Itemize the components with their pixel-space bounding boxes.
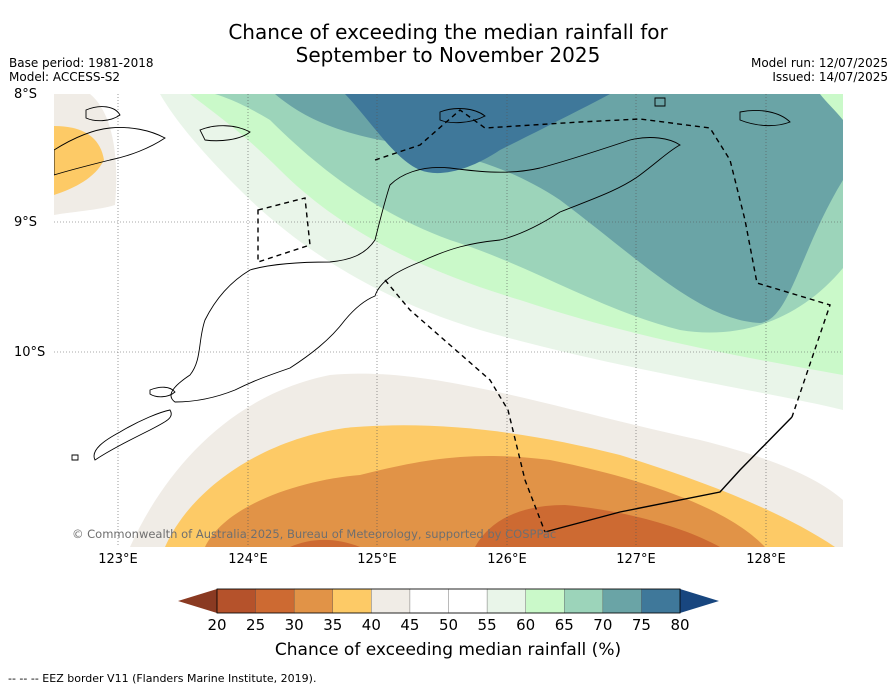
colorbar-tick-label: 60 (516, 616, 536, 634)
chart-title-line-2: September to November 2025 (295, 43, 601, 67)
lon-label-123e: 123°E (98, 552, 138, 567)
coastlines (54, 97, 791, 461)
colorbar (178, 588, 719, 614)
lon-label-126e: 126°E (487, 552, 527, 567)
colorbar-tick-label: 70 (593, 616, 613, 634)
colorbar-tick-label: 45 (400, 616, 420, 634)
graticule (54, 94, 843, 547)
colorbar-cell (525, 588, 565, 614)
colorbar-cell (371, 588, 411, 614)
colorbar-cell (332, 588, 373, 614)
model-text: Model: ACCESS-S2 (9, 70, 121, 84)
colorbar-cell (486, 588, 527, 614)
colorbar-tick-label: 20 (207, 616, 227, 634)
band-70-75 (275, 94, 843, 323)
band-75-80 (345, 94, 610, 174)
colorbar-cell (602, 588, 643, 614)
colorbar-tick-label: 55 (477, 616, 497, 634)
lon-label-128e: 128°E (746, 552, 786, 567)
colorbar-tick-label: 40 (361, 616, 381, 634)
colorbar-cell (293, 588, 334, 614)
colorbar-cell (216, 588, 257, 614)
lat-label-9s: 9°S (14, 215, 38, 230)
band-35-40-west (54, 126, 104, 195)
eez-border (257, 109, 831, 533)
colorbar-cell (409, 588, 450, 614)
colorbar-cell (641, 588, 681, 614)
colorbar-tick-label: 75 (631, 616, 651, 634)
colorbar-tick-label: 35 (323, 616, 343, 634)
alor-coast (93, 409, 172, 461)
colorbar-cell (255, 588, 295, 614)
lon-label-127e: 127°E (616, 552, 656, 567)
colorbar-cell (564, 588, 604, 614)
chart-title-line-1: Chance of exceeding the median rainfall … (228, 20, 668, 44)
colorbar-tick-label: 80 (670, 616, 690, 634)
colorbar-label: Chance of exceeding median rainfall (%) (274, 640, 622, 660)
model-run-text: Model run: 12/07/2025 (750, 56, 888, 70)
band-25-30 (475, 505, 720, 547)
colorbar-cell (448, 588, 488, 614)
lat-label-10s: 10°S (14, 345, 46, 360)
flores-coast (54, 127, 166, 176)
lat-label-8s: 8°S (14, 87, 38, 102)
base-period-text: Base period: 1981-2018 (9, 56, 154, 70)
colorbar-tick-label: 30 (284, 616, 304, 634)
colorbar-tick-label: 65 (554, 616, 574, 634)
colorbar-over-arrow (680, 589, 719, 613)
copyright-text: © Commonwealth of Australia 2025, Bureau… (72, 527, 557, 541)
issued-text: Issued: 14/07/2025 (772, 70, 888, 84)
lon-label-125e: 125°E (357, 552, 397, 567)
colorbar-tick-label: 25 (246, 616, 266, 634)
lon-label-124e: 124°E (228, 552, 268, 567)
probability-fields (54, 94, 843, 547)
colorbar-under-arrow (178, 589, 217, 613)
eez-footnote: -- -- -- EEZ border V11 (Flanders Marine… (8, 672, 317, 685)
timor-coast (170, 137, 681, 403)
colorbar-tick-label: 50 (438, 616, 459, 634)
